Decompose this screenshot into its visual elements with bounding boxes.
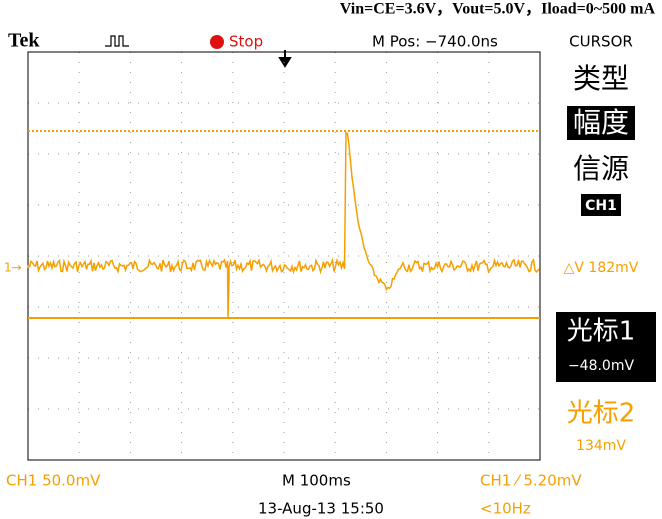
cursor-2-label: 光标2 (567, 399, 636, 429)
datetime: 13-Aug-13 15:50 (258, 500, 384, 518)
trigger-level: CH1 ⁄ 5.20mV (480, 472, 582, 490)
trigger-pos (278, 50, 292, 68)
graticule-border (27, 51, 541, 461)
frequency: <10Hz (480, 500, 531, 518)
timebase: M 100ms (282, 472, 351, 490)
stop-dot (210, 35, 224, 49)
caption: Vin=CE=3.6V，Vout=5.0V，Iload=0~500 mA (340, 1, 656, 18)
menu-type-box (567, 106, 635, 140)
cursor-1-label: 光标1 (567, 317, 636, 347)
delta-v: △V 182mV (564, 260, 639, 276)
trigger-icon (105, 35, 129, 47)
status: Stop (229, 33, 263, 51)
menu-type-label: 类型 (573, 62, 629, 95)
channel-scale: CH1 50.0mV (6, 472, 101, 490)
channel-marker: 1→ (4, 261, 22, 275)
cursor-2-value: 134mV (576, 438, 626, 454)
menu-source-value: CH1 (585, 198, 617, 214)
menu-type-value: 幅度 (573, 106, 629, 139)
cursor-1-value: −48.0mV (568, 358, 635, 374)
menu-source-label: 信源 (573, 152, 629, 185)
brand: Tek (8, 30, 40, 52)
menu-title: CURSOR (569, 33, 633, 51)
position: M Pos: −740.0ns (372, 33, 498, 51)
cursor-1-box (556, 312, 656, 382)
menu-source-box (581, 194, 621, 216)
waveform (27, 131, 540, 319)
grid (28, 52, 540, 460)
